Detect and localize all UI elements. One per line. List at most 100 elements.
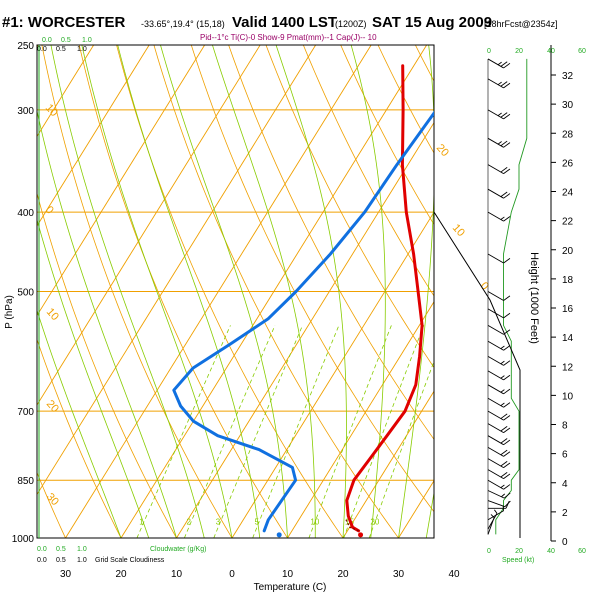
dry-adiabat: [153, 45, 399, 538]
wind-barb-staff: [487, 435, 504, 446]
isotherm-label: 10: [450, 222, 467, 239]
wind-barb-flag: [503, 388, 511, 395]
isotherm-line: [510, 45, 600, 538]
pressure-tick-label: 400: [17, 208, 34, 219]
valid-time: Valid 1400 LST: [232, 14, 338, 31]
mixing-ratio-line: [252, 325, 340, 538]
y-axis-title: P (hPa): [4, 295, 15, 329]
height-tick-label: 6: [562, 450, 568, 461]
wind-barb-staff: [487, 397, 504, 408]
dry-adiabat: [340, 45, 434, 226]
speed-scale-bottom: 60: [578, 548, 586, 555]
cloudiness-scale-top: 1.0: [77, 46, 87, 53]
speed-scale-bottom: 20: [515, 548, 523, 555]
cloudiness-scale-bottom: 1.0: [77, 557, 87, 564]
wind-barb-flag: [500, 216, 505, 220]
speed-scale-top: 60: [578, 48, 586, 55]
wind-barb-flag: [503, 402, 511, 408]
cloudiness-scale-bottom: 0.5: [56, 557, 66, 564]
moist-adiabat: [81, 45, 233, 538]
dry-adiabat: [490, 45, 600, 538]
height-tick-label: 2: [562, 508, 568, 519]
isotherm-label: 0: [43, 204, 56, 217]
speed-scale-top: 20: [515, 48, 523, 55]
moist-adiabat: [275, 45, 347, 538]
pressure-tick-label: 250: [17, 41, 34, 52]
isotherm-label: 10: [43, 102, 60, 119]
moist-adiabat: [425, 490, 434, 538]
wind-barb: [487, 384, 511, 395]
wind-barb-staff: [487, 384, 504, 395]
dry-adiabat: [37, 471, 66, 538]
wind-barb-staff: [487, 446, 504, 457]
wind-barb-flag: [497, 112, 502, 117]
wind-barb: [487, 423, 511, 434]
dry-adiabat: [37, 191, 177, 538]
pressure-tick-label: 700: [17, 407, 34, 418]
mixing-ratio-label: 3: [216, 517, 221, 526]
wind-barb-flag: [503, 427, 511, 434]
wind-barb-staff: [487, 291, 504, 301]
wind-barb-flag: [497, 81, 502, 86]
isotherm-line: [287, 300, 434, 538]
height-tick-label: 16: [562, 304, 574, 315]
cloudiness-scale-bottom: 0.0: [37, 557, 47, 564]
wind-barb-flag: [500, 167, 508, 173]
series-layer: [172, 64, 434, 538]
mixing-ratio-line: [213, 325, 303, 538]
isotherm-line: [565, 45, 600, 538]
wind-barb-flag: [500, 426, 508, 432]
temperature-tick-label: 20: [115, 569, 127, 580]
height-tick-label: 12: [562, 362, 574, 373]
wind-barb-flag: [503, 82, 511, 89]
cloudiness-scale-top: 0.0: [37, 46, 47, 53]
wind-barb-flag: [503, 216, 511, 222]
isotherm-line: [120, 45, 428, 538]
isotherm-label: 10: [44, 306, 61, 323]
moist-adiabat: [50, 45, 205, 538]
height-tick-label: 30: [562, 100, 574, 111]
moist-adiabat: [37, 109, 177, 538]
dry-adiabat: [302, 45, 434, 297]
mixing-ratio-line: [308, 325, 392, 538]
wind-barb-flag: [501, 493, 506, 498]
temperature-profile: [345, 64, 424, 533]
station-title: #1: WORCESTER: [2, 14, 126, 31]
wind-barb: [487, 340, 511, 351]
height-tick-label: 18: [562, 275, 574, 286]
wind-barb-staff: [487, 500, 506, 508]
speed-scale-bottom: 40: [547, 548, 555, 555]
pressure-tick-label: 300: [17, 106, 34, 117]
temperature-tick-label: 0: [229, 569, 235, 580]
temperature-tick-label: 10: [171, 569, 183, 580]
height-tick-label: 14: [562, 333, 574, 344]
moist-adiabat: [160, 45, 288, 538]
temperature-tick-label: 30: [393, 569, 405, 580]
surface-temperature-dot: [358, 532, 364, 538]
cloudwater-scale-bottom: 0.5: [56, 546, 66, 553]
wind-barb-flag: [500, 140, 508, 147]
wind-barb-flag: [500, 389, 505, 393]
temperature-tick-label: 20: [337, 569, 349, 580]
mixing-ratio-line: [343, 325, 425, 538]
isotherm-label: 30: [44, 491, 61, 508]
wind-barb-flag: [497, 141, 502, 145]
wind-barb-flag: [497, 61, 502, 66]
wind-barb-staff: [487, 211, 504, 222]
isotherm-line: [37, 45, 261, 406]
wind-barb: [487, 469, 511, 479]
mixing-ratio-label: 20: [370, 517, 379, 526]
parcel-path: [345, 519, 359, 532]
isotherm-line: [231, 211, 434, 538]
wind-barb-flag: [503, 473, 511, 479]
wind-barb-flag: [500, 471, 508, 478]
wind-barb: [487, 446, 511, 457]
grid-layer: 1 2 3 5 10 15 20: [37, 45, 600, 538]
mixing-ratio-label: 5: [254, 517, 259, 526]
wind-barb-flag: [503, 62, 511, 69]
cloudwater-scale-bottom: 1.0: [77, 546, 87, 553]
wind-barb: [487, 410, 511, 421]
wind-barb: [487, 253, 511, 264]
